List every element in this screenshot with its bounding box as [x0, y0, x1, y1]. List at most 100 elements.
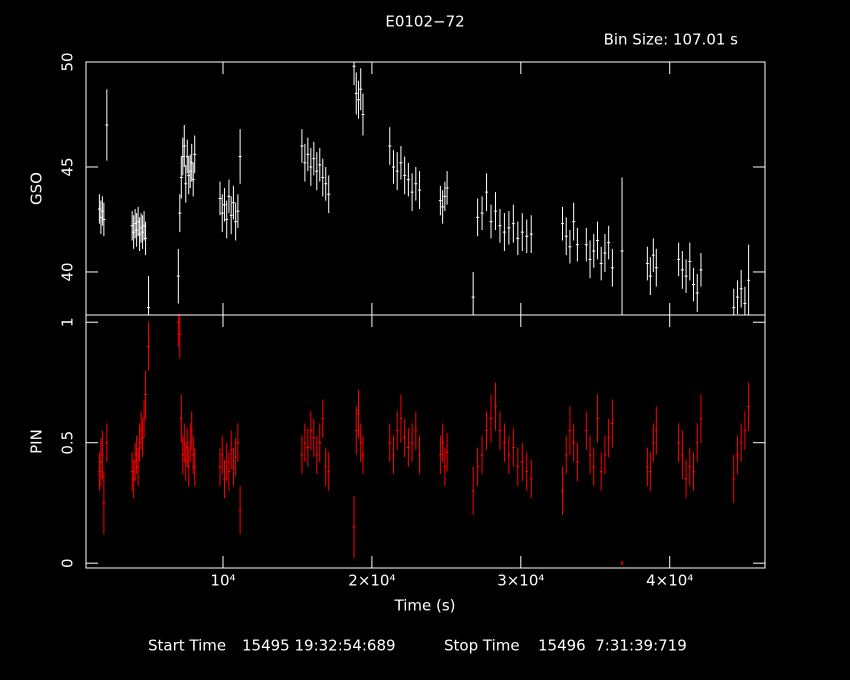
error-bar — [306, 137, 310, 172]
error-bar — [231, 185, 235, 220]
error-bar — [493, 192, 497, 230]
error-bar — [507, 435, 511, 475]
error-bar — [620, 560, 624, 566]
error-bar — [588, 435, 592, 475]
error-bar — [575, 227, 579, 262]
error-bar — [222, 459, 226, 499]
error-bar — [564, 217, 568, 256]
error-bar — [187, 447, 191, 487]
error-bar — [476, 447, 480, 487]
error-bar — [651, 238, 655, 272]
footer-label: Stop Time — [444, 637, 520, 655]
error-bar — [361, 435, 365, 475]
error-bar — [179, 394, 183, 443]
error-bar — [699, 394, 703, 443]
footer-value: 15495 19:32:54:689 — [242, 637, 396, 655]
error-bar — [747, 382, 751, 431]
error-bar — [410, 173, 414, 212]
error-bar — [403, 156, 407, 195]
error-bar — [327, 175, 331, 214]
error-bar — [238, 486, 242, 535]
error-bar — [352, 62, 356, 86]
error-bar — [648, 257, 652, 296]
error-bar — [599, 452, 603, 491]
error-bar — [584, 411, 588, 450]
error-bar — [147, 276, 151, 315]
error-bar — [560, 466, 564, 515]
error-bar — [315, 152, 319, 191]
error-bar — [218, 181, 222, 216]
error-bar — [502, 423, 506, 462]
error-bar — [354, 406, 358, 455]
error-bar — [747, 244, 751, 315]
error-bar — [418, 435, 422, 475]
error-bar — [575, 442, 579, 482]
error-bar — [443, 181, 447, 212]
error-bar — [227, 452, 231, 491]
error-bar — [560, 206, 564, 241]
error-bar — [236, 423, 240, 462]
error-bar — [568, 406, 572, 455]
error-bar — [418, 171, 422, 209]
x-tick-label: 2×10⁴ — [348, 572, 395, 590]
error-bar — [529, 215, 533, 254]
error-bar — [309, 411, 313, 450]
error-bar — [238, 129, 242, 184]
error-bar — [388, 127, 392, 165]
y-axis-label: GSO — [28, 172, 46, 205]
error-bar — [588, 240, 592, 279]
error-bar — [354, 72, 358, 115]
error-bar — [222, 187, 226, 222]
error-bar — [438, 185, 442, 216]
error-bar — [399, 394, 403, 443]
error-bar — [229, 430, 233, 470]
error-bar — [520, 213, 524, 251]
error-bar — [142, 399, 146, 438]
error-bar — [620, 177, 624, 315]
error-bar — [318, 423, 322, 462]
error-bar — [568, 229, 572, 264]
error-bar — [688, 242, 692, 281]
error-bar — [179, 156, 183, 199]
error-bar — [102, 202, 106, 237]
error-bar — [445, 433, 449, 472]
error-bar — [651, 423, 655, 462]
error-bar — [441, 423, 445, 462]
error-bar — [677, 423, 681, 462]
error-bar — [692, 267, 696, 302]
error-bar — [688, 447, 692, 487]
error-bar — [525, 219, 529, 254]
error-bar — [680, 250, 684, 289]
error-bar — [327, 452, 331, 491]
error-bar — [603, 435, 607, 475]
error-bar — [607, 418, 611, 458]
error-bar — [584, 227, 588, 262]
error-bar — [529, 459, 533, 499]
error-bar — [414, 411, 418, 450]
error-bar — [185, 139, 189, 174]
error-bar — [359, 423, 363, 462]
error-bar — [147, 322, 151, 371]
error-bar — [695, 423, 699, 462]
error-bar — [732, 454, 736, 503]
error-bar — [182, 124, 186, 167]
error-bar — [525, 452, 529, 491]
error-bar — [231, 447, 235, 487]
error-bar — [105, 423, 109, 462]
error-bar — [443, 447, 447, 487]
error-bar — [445, 171, 449, 205]
error-bar — [234, 202, 238, 241]
error-bar — [743, 411, 747, 450]
error-bar — [324, 166, 328, 201]
error-bar — [502, 213, 506, 251]
error-bar — [193, 447, 197, 487]
error-bar — [441, 190, 445, 224]
error-bar — [489, 394, 493, 443]
error-bar — [406, 162, 410, 197]
error-bar — [225, 442, 229, 482]
error-bar — [300, 435, 304, 475]
error-bar — [136, 447, 140, 487]
error-bar — [485, 173, 489, 212]
error-bar — [391, 150, 395, 184]
error-bar — [312, 141, 316, 176]
